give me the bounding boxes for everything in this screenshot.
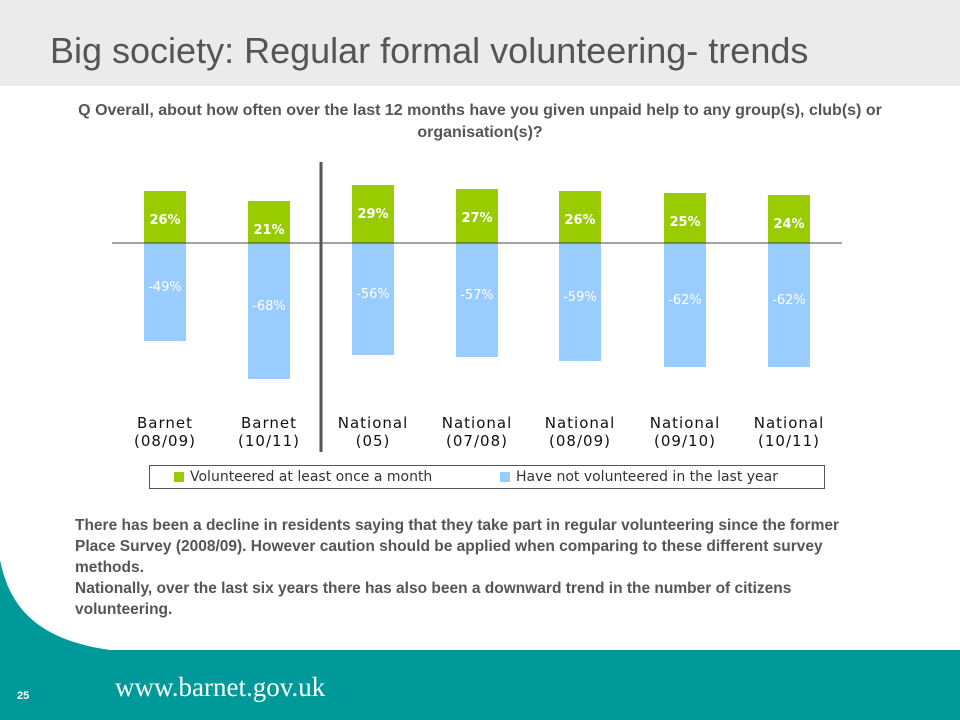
data-label-volunteered-4: 26% bbox=[564, 213, 595, 228]
bar-volunteered-5 bbox=[664, 193, 706, 243]
page-number: 25 bbox=[17, 690, 30, 702]
bar-volunteered-0 bbox=[144, 191, 186, 243]
legend-swatch-volunteered bbox=[174, 472, 184, 482]
data-label-volunteered-2: 29% bbox=[357, 207, 388, 222]
slide-title: Big society: Regular formal volunteering… bbox=[50, 30, 809, 71]
category-label-4-line-1: (08/09) bbox=[549, 432, 611, 450]
data-label-not-volunteered-3: -57% bbox=[460, 288, 494, 303]
data-label-volunteered-3: 27% bbox=[461, 211, 492, 226]
commentary-paragraph-1: There has been a decline in residents sa… bbox=[75, 517, 840, 576]
legend-swatch-not-volunteered bbox=[500, 472, 510, 482]
title-band bbox=[0, 0, 960, 86]
bar-not-volunteered-1 bbox=[248, 243, 290, 379]
category-label-2-line-0: National bbox=[338, 414, 409, 432]
legend-item-not-volunteered: Have not volunteered in the last year bbox=[500, 469, 778, 485]
category-label-2-line-1: (05) bbox=[356, 432, 391, 450]
data-label-volunteered-6: 24% bbox=[773, 217, 804, 232]
data-label-not-volunteered-0: -49% bbox=[148, 280, 182, 295]
category-label-0-line-1: (08/09) bbox=[134, 432, 196, 450]
bar-not-volunteered-4 bbox=[559, 243, 601, 361]
data-label-volunteered-0: 26% bbox=[149, 213, 180, 228]
category-label-1-line-1: (10/11) bbox=[238, 432, 300, 450]
category-label-5-line-0: National bbox=[650, 414, 721, 432]
legend-item-volunteered: Volunteered at least once a month bbox=[174, 469, 432, 485]
footer-shape bbox=[0, 560, 960, 720]
bar-not-volunteered-5 bbox=[664, 243, 706, 367]
data-label-not-volunteered-5: -62% bbox=[668, 293, 702, 308]
commentary-paragraph-2: Nationally, over the last six years ther… bbox=[75, 580, 792, 618]
survey-question: Q Overall, about how often over the last… bbox=[78, 102, 882, 141]
category-label-6-line-0: National bbox=[754, 414, 825, 432]
category-label-4-line-0: National bbox=[545, 414, 616, 432]
data-label-not-volunteered-1: -68% bbox=[252, 299, 286, 314]
commentary-text: There has been a decline in residents sa… bbox=[75, 515, 865, 620]
data-label-volunteered-5: 25% bbox=[669, 215, 700, 230]
bar-volunteered-1 bbox=[248, 201, 290, 243]
bar-not-volunteered-6 bbox=[768, 243, 810, 367]
data-label-volunteered-1: 21% bbox=[253, 223, 284, 238]
bar-volunteered-2 bbox=[352, 185, 394, 243]
data-label-not-volunteered-6: -62% bbox=[772, 293, 806, 308]
data-label-not-volunteered-4: -59% bbox=[563, 290, 597, 305]
category-label-1-line-0: Barnet bbox=[241, 414, 297, 432]
bar-volunteered-6 bbox=[768, 195, 810, 243]
category-label-5-line-1: (09/10) bbox=[654, 432, 716, 450]
category-label-3-line-1: (07/08) bbox=[446, 432, 508, 450]
data-label-not-volunteered-2: -56% bbox=[356, 287, 390, 302]
bar-not-volunteered-2 bbox=[352, 243, 394, 355]
legend-label-not-volunteered: Have not volunteered in the last year bbox=[516, 469, 779, 485]
legend-label-volunteered: Volunteered at least once a month bbox=[190, 469, 433, 485]
chart-legend: Volunteered at least once a month Have n… bbox=[149, 465, 825, 489]
category-label-0-line-0: Barnet bbox=[137, 414, 193, 432]
category-label-6-line-1: (10/11) bbox=[758, 432, 820, 450]
category-label-3-line-0: National bbox=[442, 414, 513, 432]
bar-volunteered-3 bbox=[456, 189, 498, 243]
bar-volunteered-4 bbox=[559, 191, 601, 243]
bar-not-volunteered-3 bbox=[456, 243, 498, 357]
volunteering-bar-chart: 26%-49%Barnet(08/09)21%-68%Barnet(10/11)… bbox=[112, 162, 842, 452]
footer-url: www.barnet.gov.uk bbox=[115, 672, 326, 702]
bar-not-volunteered-0 bbox=[144, 243, 186, 341]
